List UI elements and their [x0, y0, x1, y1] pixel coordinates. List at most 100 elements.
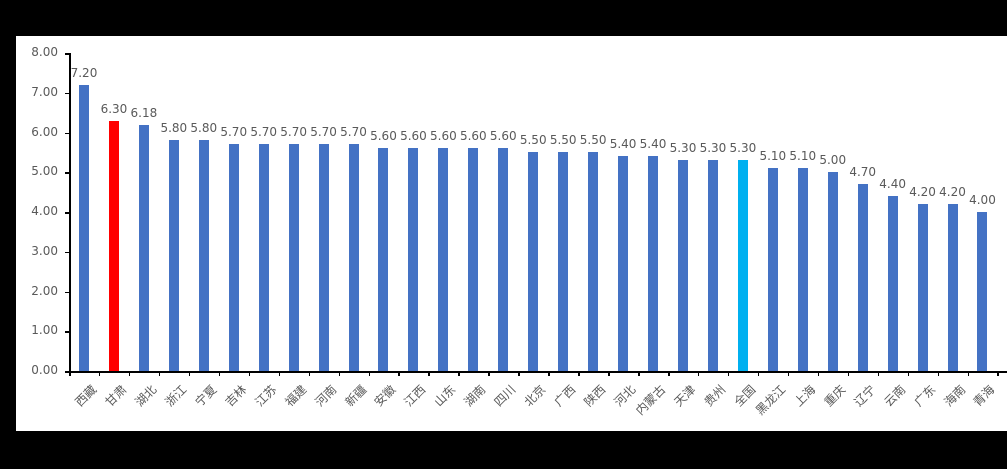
value-label: 4.70 [849, 165, 877, 180]
bar-吉林 [228, 144, 239, 371]
x-tick-mark [428, 371, 430, 376]
bar-甘肃 [108, 120, 119, 371]
bar-全国 [737, 160, 748, 371]
x-tick-mark [218, 371, 221, 376]
value-label: 5.80 [160, 121, 188, 136]
x-tick-mark [937, 371, 940, 376]
y-tick-label: 7.00 [31, 84, 58, 99]
y-tick-mark [65, 92, 70, 95]
x-tick-mark [967, 371, 969, 376]
x-axis-line [69, 371, 1007, 373]
x-tick-mark [278, 371, 281, 376]
bar-四川 [498, 148, 509, 371]
category-label: 江苏 [252, 382, 280, 410]
x-tick-mark [638, 371, 640, 376]
chart-panel: 0.00 1.00 2.00 3.00 4.00 5.00 6.00 7.00 8.00 7.2… [16, 36, 1007, 431]
bar-安徽 [378, 148, 389, 371]
bar-山东 [438, 148, 449, 371]
category-label: 湖北 [132, 382, 160, 410]
category-label: 广东 [911, 382, 938, 410]
x-tick-mark [368, 371, 370, 376]
x-tick-mark [578, 371, 580, 376]
value-label: 4.20 [939, 185, 966, 200]
category-label: 河南 [312, 382, 339, 410]
bar-chart: 0.00 1.00 2.00 3.00 4.00 5.00 6.00 7.00 8.00 7.2… [16, 36, 1007, 431]
category-label: 安徽 [371, 382, 399, 410]
x-tick-mark [128, 371, 131, 376]
value-label: 5.70 [280, 125, 307, 140]
value-label: 5.40 [609, 137, 637, 152]
y-tick-mark [65, 53, 70, 55]
category-label: 西藏 [72, 382, 100, 410]
bar-陕西 [588, 152, 599, 371]
y-tick-label: 8.00 [31, 45, 58, 59]
bar-海南 [947, 204, 958, 371]
bar-广东 [917, 204, 928, 371]
value-label: 5.80 [190, 121, 218, 136]
x-tick-mark [877, 371, 880, 376]
x-tick-mark [847, 371, 850, 376]
value-label: 5.40 [639, 137, 667, 152]
value-label: 5.10 [759, 149, 787, 164]
y-tick-label: 0.00 [31, 363, 58, 377]
category-label: 新疆 [341, 382, 369, 410]
x-tick-mark [997, 371, 999, 376]
value-label: 6.18 [130, 106, 158, 121]
bar-西藏 [78, 84, 89, 371]
category-label: 湖南 [461, 382, 489, 410]
value-label: 5.70 [340, 125, 367, 140]
x-tick-mark [398, 371, 400, 376]
x-tick-mark [757, 371, 760, 376]
x-tick-mark [668, 371, 670, 376]
category-label: 内蒙古 [632, 382, 669, 418]
x-tick-mark [69, 371, 71, 376]
value-label: 5.70 [250, 125, 278, 140]
category-label: 福建 [282, 382, 309, 410]
x-tick-mark [907, 371, 910, 376]
bar-贵州 [707, 160, 718, 371]
x-tick-mark [727, 371, 730, 376]
x-tick-mark [188, 371, 191, 376]
value-label: 4.20 [909, 185, 936, 200]
bar-天津 [677, 160, 688, 371]
y-tick-mark [65, 291, 70, 293]
category-label: 天津 [671, 382, 699, 410]
bar-湖南 [468, 148, 479, 371]
value-label: 5.30 [729, 141, 757, 156]
y-tick-label: 5.00 [31, 164, 58, 179]
y-tick-label: 6.00 [31, 124, 58, 139]
category-label: 上海 [791, 382, 819, 410]
bar-黑龙江 [767, 168, 778, 371]
bar-江西 [408, 148, 419, 371]
value-label: 6.30 [100, 101, 128, 116]
value-label: 7.20 [70, 65, 98, 80]
category-label: 宁夏 [192, 382, 220, 410]
x-tick-mark [787, 371, 790, 376]
x-tick-mark [518, 371, 520, 376]
value-label: 5.60 [400, 129, 427, 144]
category-label: 重庆 [821, 382, 849, 410]
category-label: 吉林 [222, 382, 250, 410]
category-label: 四川 [491, 382, 519, 410]
bar-湖北 [138, 125, 149, 371]
x-tick-mark [308, 371, 311, 376]
value-label: 5.10 [789, 149, 817, 164]
y-tick-label: 4.00 [31, 204, 58, 218]
bar-江苏 [258, 144, 269, 371]
y-tick-mark [65, 132, 70, 134]
x-tick-mark [158, 371, 161, 376]
bar-重庆 [827, 172, 838, 371]
bar-河北 [618, 156, 629, 371]
value-label: 5.30 [669, 141, 697, 156]
bar-上海 [797, 168, 808, 371]
category-label: 辽宁 [851, 382, 879, 410]
x-tick-mark [248, 371, 251, 376]
value-label: 4.00 [969, 193, 996, 207]
value-label: 5.60 [430, 129, 457, 144]
category-label: 云南 [881, 382, 908, 410]
bar-内蒙古 [648, 156, 659, 371]
y-tick-label: 3.00 [31, 243, 58, 258]
y-tick-mark [65, 251, 70, 254]
bar-青海 [977, 212, 988, 371]
category-label: 青海 [970, 382, 998, 410]
